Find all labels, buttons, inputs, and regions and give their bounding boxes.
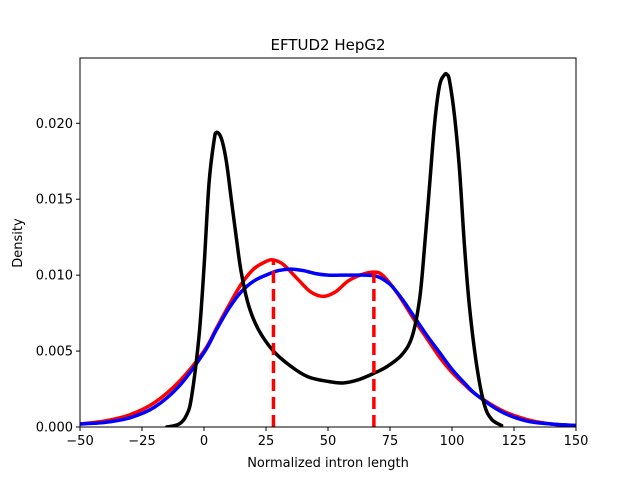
x-axis-ticks: −50 −25 0 25 50 75 100 125 150 bbox=[66, 427, 588, 449]
x-tick-label: 100 bbox=[440, 434, 465, 449]
x-tick-label: 50 bbox=[320, 434, 337, 449]
x-tick-label: −25 bbox=[128, 434, 155, 449]
series-layer bbox=[80, 71, 576, 427]
y-tick-label: 0.010 bbox=[36, 269, 73, 284]
y-axis-label: Density bbox=[11, 218, 26, 268]
x-tick-label: 25 bbox=[258, 434, 275, 449]
x-tick-label: 0 bbox=[200, 434, 208, 449]
y-tick-label: 0.020 bbox=[36, 117, 73, 132]
x-axis-label: Normalized intron length bbox=[247, 456, 409, 471]
y-tick-label: 0.015 bbox=[36, 193, 73, 208]
x-tick-label: 75 bbox=[382, 434, 399, 449]
y-axis-ticks: 0.000 0.005 0.010 0.015 0.020 bbox=[36, 117, 80, 436]
x-tick-label: −50 bbox=[66, 434, 93, 449]
vline-layer bbox=[271, 259, 376, 427]
x-tick-label: 150 bbox=[564, 434, 589, 449]
x-tick-label: 125 bbox=[502, 434, 527, 449]
y-tick-label: 0.000 bbox=[36, 421, 73, 436]
series-line-3 bbox=[165, 71, 504, 427]
chart-title: EFTUD2 HepG2 bbox=[270, 36, 385, 54]
series-line-2 bbox=[80, 267, 576, 427]
y-tick-label: 0.005 bbox=[36, 345, 73, 360]
